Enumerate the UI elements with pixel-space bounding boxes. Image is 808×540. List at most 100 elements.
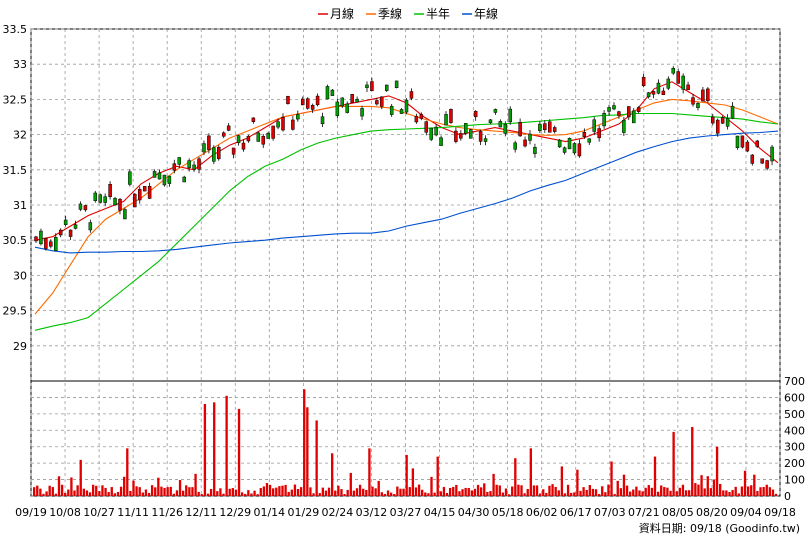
candle-body <box>706 88 710 101</box>
candle-body <box>493 109 498 113</box>
volume-bar <box>222 493 225 496</box>
volume-bar <box>591 488 595 496</box>
price-tick-label: 31 <box>13 199 27 212</box>
candle-body <box>592 119 596 132</box>
volume-bar <box>504 488 508 496</box>
date-tick-label: 09/19 <box>15 506 47 519</box>
volume-bar <box>312 493 315 496</box>
candle-body <box>572 143 577 154</box>
volume-bar <box>355 488 359 496</box>
volume-bar <box>768 487 772 496</box>
volume-bar <box>95 485 98 496</box>
volume-bar <box>675 491 678 496</box>
volume-bar <box>296 488 300 496</box>
volume-bar <box>604 492 607 496</box>
volume-bar <box>594 489 598 496</box>
volume-bar <box>638 490 641 496</box>
candle-body <box>478 131 483 142</box>
volume-bar <box>551 484 554 496</box>
volume-bar <box>467 488 470 496</box>
volume-bar <box>141 492 144 496</box>
volume-bar <box>303 389 306 496</box>
volume-bar <box>113 493 117 496</box>
date-tick-label: 06/17 <box>560 506 592 519</box>
candle-body <box>197 158 201 170</box>
candle-body <box>345 103 349 113</box>
candle-body <box>745 141 750 152</box>
volume-bar <box>746 486 750 496</box>
candle-body <box>641 76 646 87</box>
volume-bar <box>272 488 275 496</box>
candle-body <box>607 107 611 112</box>
candle-body <box>464 123 468 134</box>
candle-body <box>113 198 117 206</box>
date-tick-label: 12/11 <box>185 506 217 519</box>
candle-body <box>162 174 167 186</box>
volume-bar <box>517 484 520 496</box>
volume-bar <box>60 484 64 496</box>
volume-bar <box>228 488 231 496</box>
candle-body <box>725 117 730 127</box>
volume-bar <box>150 485 154 496</box>
volume-bar <box>45 491 48 496</box>
volume-bar <box>629 491 632 496</box>
volume-bar <box>358 484 362 496</box>
volume-bar <box>557 490 560 496</box>
volume-bar <box>54 493 58 496</box>
volume-bar <box>411 468 415 496</box>
candle-body <box>291 119 295 130</box>
volume-bar <box>486 491 489 496</box>
candle-body <box>256 132 261 142</box>
volume-bar <box>262 486 266 496</box>
volume-bar <box>470 490 474 496</box>
volume-bar <box>123 476 126 496</box>
volume-bar <box>138 487 141 496</box>
candle-body <box>543 123 547 130</box>
volume-bar <box>346 489 349 496</box>
candle-body <box>715 119 720 134</box>
volume-bar <box>33 487 36 496</box>
candle-body <box>720 117 725 124</box>
volume-bar <box>377 480 380 496</box>
volume-bar <box>203 404 207 496</box>
candle-body <box>671 68 676 74</box>
volume-bar <box>579 490 582 496</box>
candle-body <box>651 91 656 95</box>
candle-body <box>310 104 315 110</box>
volume-bar <box>687 490 691 496</box>
volume-bar <box>98 491 101 496</box>
candle-body <box>98 194 102 203</box>
volume-bar <box>563 493 567 496</box>
volume-bar <box>67 489 70 496</box>
candle-body <box>73 224 78 229</box>
volume-bar <box>197 491 200 496</box>
volume-bar <box>200 494 203 496</box>
legend-label: 月線 <box>330 6 354 21</box>
candle-body <box>370 81 374 92</box>
candle-body <box>701 89 705 102</box>
candle-body <box>261 136 265 145</box>
volume-bar <box>237 408 241 496</box>
volume-bar <box>163 487 166 496</box>
date-tick-label: 03/27 <box>390 506 422 519</box>
volume-bar <box>610 461 613 496</box>
volume-bar <box>573 492 576 496</box>
candle-body <box>562 147 567 153</box>
volume-bar <box>430 476 433 496</box>
volume-bar <box>669 490 672 496</box>
volume-bar <box>135 486 138 496</box>
date-tick-label: 01/14 <box>253 506 285 519</box>
volume-bar <box>762 487 765 496</box>
volume-bar <box>694 483 697 496</box>
candle-body <box>473 110 478 118</box>
candle-body <box>325 86 330 100</box>
volume-bar <box>318 493 321 496</box>
volume-bar <box>529 448 532 496</box>
candle-body <box>128 171 132 185</box>
price-tick-label: 29 <box>13 340 27 353</box>
volume-bar <box>464 487 467 496</box>
candle-body <box>676 71 680 84</box>
date-tick-label: 11/11 <box>117 506 149 519</box>
volume-tick-label: 100 <box>784 474 805 487</box>
candle-body <box>656 82 661 94</box>
